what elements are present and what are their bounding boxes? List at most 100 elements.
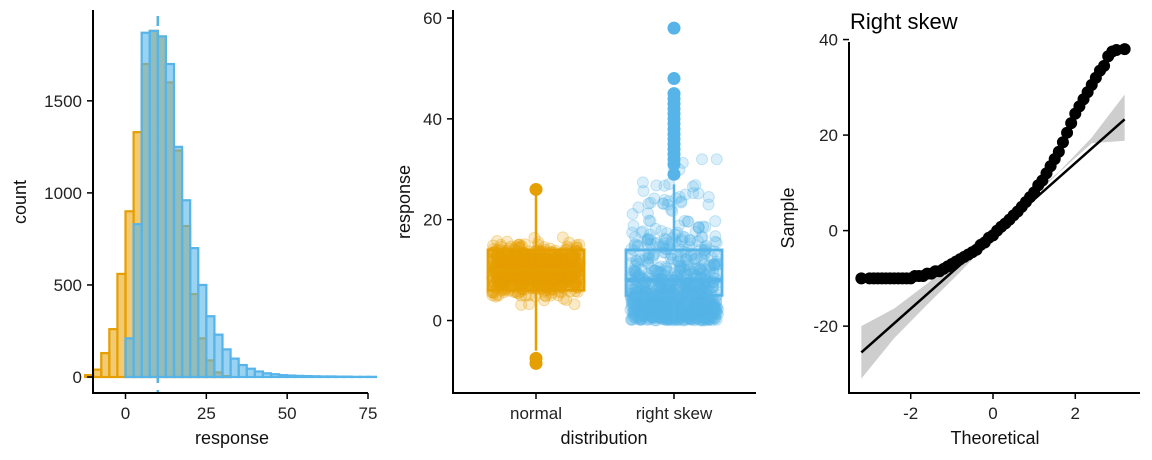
jitter-point-right_skew — [672, 255, 685, 268]
boxplot-x-ticks: normal right skew — [510, 393, 713, 423]
jitter-point-normal — [551, 251, 564, 264]
jitter-point-normal — [492, 277, 505, 290]
jitter-point-right_skew — [702, 191, 715, 204]
jitter-point-normal — [570, 252, 583, 265]
jitter-point-normal — [556, 252, 569, 265]
jitter-point-normal — [550, 252, 563, 265]
jitter-point-normal — [538, 272, 551, 285]
jitter-point-normal — [522, 273, 535, 286]
jitter-point-normal — [568, 251, 581, 264]
jitter-point-normal — [495, 273, 508, 286]
qq-x-tick-label: 2 — [1071, 404, 1080, 423]
jitter-point-normal — [551, 256, 564, 269]
boxplot-outlier-normal — [529, 356, 543, 370]
jitter-point-normal — [555, 275, 568, 288]
histogram-bar-normal — [100, 351, 111, 379]
jitter-point-normal — [566, 250, 579, 263]
jitter-point-normal — [554, 281, 567, 294]
jitter-point-normal — [555, 255, 568, 268]
jitter-point-normal — [556, 275, 569, 288]
jitter-point-right_skew — [629, 237, 642, 250]
jitter-point-normal — [521, 272, 534, 285]
jitter-point-normal — [519, 272, 532, 285]
jitter-point-normal — [535, 255, 548, 268]
jitter-point-normal — [512, 252, 525, 265]
qq-y-ticks: -20 0 20 40 — [813, 31, 849, 336]
jitter-point-normal — [567, 251, 580, 264]
histogram-x-tick-label: 25 — [197, 404, 216, 423]
qq-y-tick-label: 40 — [819, 31, 838, 50]
jitter-point-normal — [528, 253, 541, 266]
jitter-point-normal — [513, 275, 526, 288]
jitter-point-normal — [512, 255, 525, 268]
histogram-bar-right_skew — [221, 348, 232, 379]
histogram-y-tick-label: 500 — [54, 276, 82, 295]
jitter-point-normal — [556, 231, 569, 244]
histogram-bar-right_skew — [132, 223, 143, 379]
histogram-x-tick-label: 50 — [278, 404, 297, 423]
jitter-point-normal — [551, 256, 564, 269]
jitter-point-right_skew — [686, 180, 699, 193]
jitter-point-right_skew — [650, 179, 663, 192]
jitter-point-right_skew — [626, 208, 639, 221]
jitter-point-right_skew — [666, 205, 679, 218]
jitter-point-right_skew — [695, 267, 708, 280]
jitter-point-normal — [559, 254, 572, 267]
jitter-point-normal — [495, 277, 508, 290]
jitter-point-normal — [504, 255, 517, 268]
jitter-point-normal — [554, 256, 567, 269]
jitter-point-normal — [557, 292, 570, 305]
histogram-bars — [83, 29, 378, 379]
jitter-point-normal — [516, 275, 529, 288]
jitter-point-normal — [558, 277, 571, 290]
histogram-bar-right_skew — [140, 31, 151, 379]
jitter-point-normal — [567, 277, 580, 290]
jitter-point-normal — [505, 253, 518, 266]
histogram-bar-normal — [108, 328, 119, 379]
jitter-point-normal — [549, 254, 562, 267]
jitter-point-normal — [493, 276, 506, 289]
histogram-bar-right_skew — [197, 283, 208, 379]
qq-x-tick-label: 0 — [988, 404, 997, 423]
qq-point — [1118, 43, 1131, 56]
jitter-point-normal — [562, 273, 575, 286]
jitter-point-normal — [532, 256, 545, 269]
jitter-point-normal — [531, 274, 544, 287]
jitter-point-normal — [505, 272, 518, 285]
jitter-point-normal — [558, 255, 571, 268]
qq-plot-title: Right skew — [850, 9, 958, 34]
jitter-point-normal — [506, 254, 519, 267]
jitter-point-normal — [513, 254, 526, 267]
jitter-point-right_skew — [691, 287, 704, 300]
jitter-point-normal — [501, 253, 514, 266]
jitter-point-normal — [539, 272, 552, 285]
jitter-point-normal — [558, 272, 571, 285]
jitter-point-right_skew — [649, 305, 662, 318]
histogram-bar-right_skew — [124, 337, 135, 379]
jitter-point-right_skew — [682, 309, 695, 322]
jitter-point-normal — [497, 255, 510, 268]
jitter-point-normal — [533, 272, 546, 285]
jitter-point-normal — [538, 272, 551, 285]
jitter-point-normal — [568, 298, 581, 311]
jitter-point-normal — [559, 254, 572, 267]
jitter-point-normal — [503, 252, 516, 265]
jitter-point-normal — [563, 236, 576, 249]
jitter-point-normal — [558, 252, 571, 265]
jitter-point-normal — [539, 255, 552, 268]
jitter-point-normal — [514, 272, 527, 285]
jitter-point-normal — [537, 254, 550, 267]
jitter-point-normal — [505, 275, 518, 288]
jitter-point-normal — [544, 276, 557, 289]
jitter-point-normal — [496, 252, 509, 265]
jitter-point-normal — [536, 252, 549, 265]
jitter-point-normal — [569, 250, 582, 263]
jitter-point-normal — [512, 274, 525, 287]
boxplot-y-tick-label: 20 — [423, 211, 442, 230]
boxplot-outlier-right_skew — [667, 72, 681, 86]
jitter-point-normal — [539, 253, 552, 266]
jitter-point-normal — [527, 273, 540, 286]
histogram-x-axis-label: response — [195, 428, 269, 448]
